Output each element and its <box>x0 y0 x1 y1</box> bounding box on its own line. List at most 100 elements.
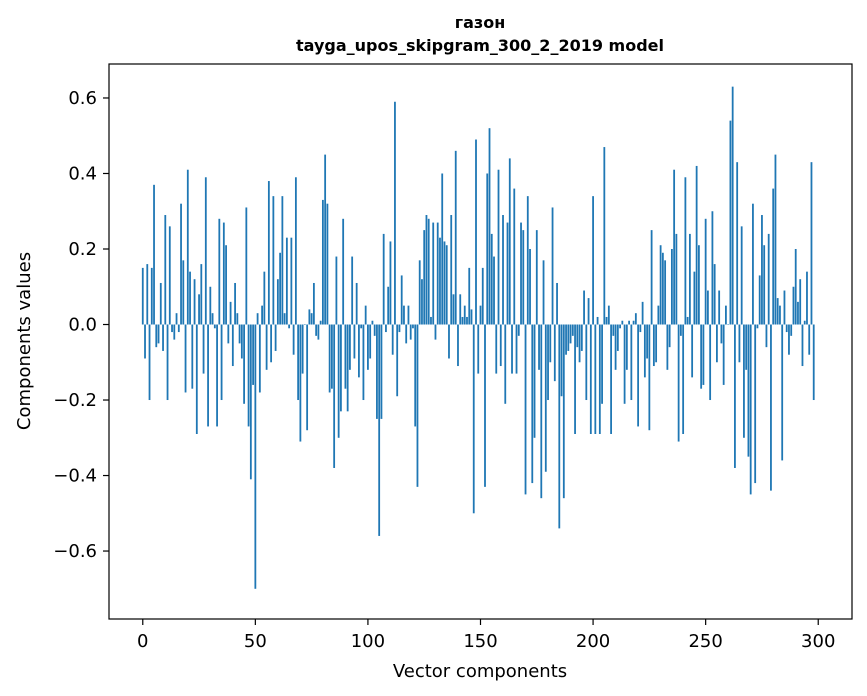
y-axis-ticks: 0.6 0.4 0.2 0.0 −0.2 −0.4 −0.6 <box>53 88 109 562</box>
bar <box>583 290 585 325</box>
bar <box>641 301 644 325</box>
bar <box>175 313 178 325</box>
bar <box>409 324 412 340</box>
bar <box>155 324 158 348</box>
bar <box>380 324 383 419</box>
bar <box>625 324 628 370</box>
bar <box>783 290 786 325</box>
bar <box>367 324 369 370</box>
bar <box>207 324 209 427</box>
bar <box>736 162 739 325</box>
bar <box>648 324 651 431</box>
bar <box>517 324 520 336</box>
bar <box>803 320 806 325</box>
bar <box>772 188 775 325</box>
bar <box>351 256 354 325</box>
bar <box>670 249 673 325</box>
bar <box>391 324 394 355</box>
bar <box>623 324 626 404</box>
bar <box>425 215 428 325</box>
bar <box>475 139 477 325</box>
bar <box>556 282 558 325</box>
bar <box>288 324 291 329</box>
bar <box>427 218 430 325</box>
y-axis-label: Components values <box>14 252 35 430</box>
bar <box>164 215 167 325</box>
y-tick-label: 0.4 <box>68 163 97 184</box>
bar <box>479 305 482 325</box>
bar <box>258 324 261 393</box>
bar <box>448 324 450 359</box>
bar <box>421 279 423 325</box>
y-tick-label: 0.0 <box>68 315 97 336</box>
bar <box>754 324 757 484</box>
bar <box>331 324 333 389</box>
bar <box>524 324 527 495</box>
bar <box>220 324 223 401</box>
bar <box>792 286 795 325</box>
bar <box>652 324 655 367</box>
bar <box>607 305 610 325</box>
bar <box>182 260 185 325</box>
bar <box>294 177 297 325</box>
bar <box>362 324 365 401</box>
bar <box>303 324 306 326</box>
bar <box>162 324 164 351</box>
bar <box>513 188 516 325</box>
x-tick-label: 300 <box>801 631 835 652</box>
bar <box>621 320 624 325</box>
bar <box>396 324 399 397</box>
bar <box>328 324 331 393</box>
bar <box>157 324 160 344</box>
bar <box>758 275 761 325</box>
bar <box>580 324 583 351</box>
bar <box>752 203 754 325</box>
bar <box>321 199 324 325</box>
bar <box>585 324 588 401</box>
bar <box>333 324 336 468</box>
bar <box>738 324 741 363</box>
chart-subtitle: tayga_upos_skipgram_300_2_2019 model <box>296 36 664 55</box>
bar <box>261 305 263 325</box>
bar <box>349 324 351 370</box>
bar <box>565 324 567 355</box>
bar <box>666 324 669 370</box>
bar <box>693 271 696 325</box>
bar <box>245 207 248 325</box>
bar <box>243 324 245 404</box>
bar <box>511 324 513 374</box>
bar <box>150 267 153 325</box>
x-tick-label: 250 <box>688 631 722 652</box>
bar <box>499 324 502 367</box>
bar <box>177 324 180 333</box>
bar <box>657 305 660 325</box>
bar <box>673 169 676 325</box>
bar <box>659 245 662 325</box>
bar <box>459 294 462 325</box>
bar <box>326 203 329 325</box>
bar <box>369 324 372 359</box>
bar <box>312 282 315 325</box>
bar <box>675 233 678 325</box>
bar <box>416 324 419 487</box>
bar <box>484 324 486 487</box>
bar <box>358 324 360 378</box>
bar <box>587 298 590 325</box>
bar <box>299 324 302 442</box>
bar <box>186 169 189 325</box>
bar <box>355 282 358 325</box>
bar <box>729 120 732 325</box>
bar <box>229 301 232 325</box>
bar <box>547 324 549 401</box>
bar <box>533 324 536 438</box>
bar <box>569 324 572 344</box>
bar <box>238 324 241 344</box>
bar <box>594 324 597 434</box>
bar <box>457 324 459 367</box>
bar <box>292 324 295 355</box>
bar <box>452 294 455 325</box>
bar <box>376 324 378 419</box>
bar <box>578 324 581 363</box>
bar <box>466 316 468 325</box>
y-tick-label: 0.6 <box>68 88 97 109</box>
